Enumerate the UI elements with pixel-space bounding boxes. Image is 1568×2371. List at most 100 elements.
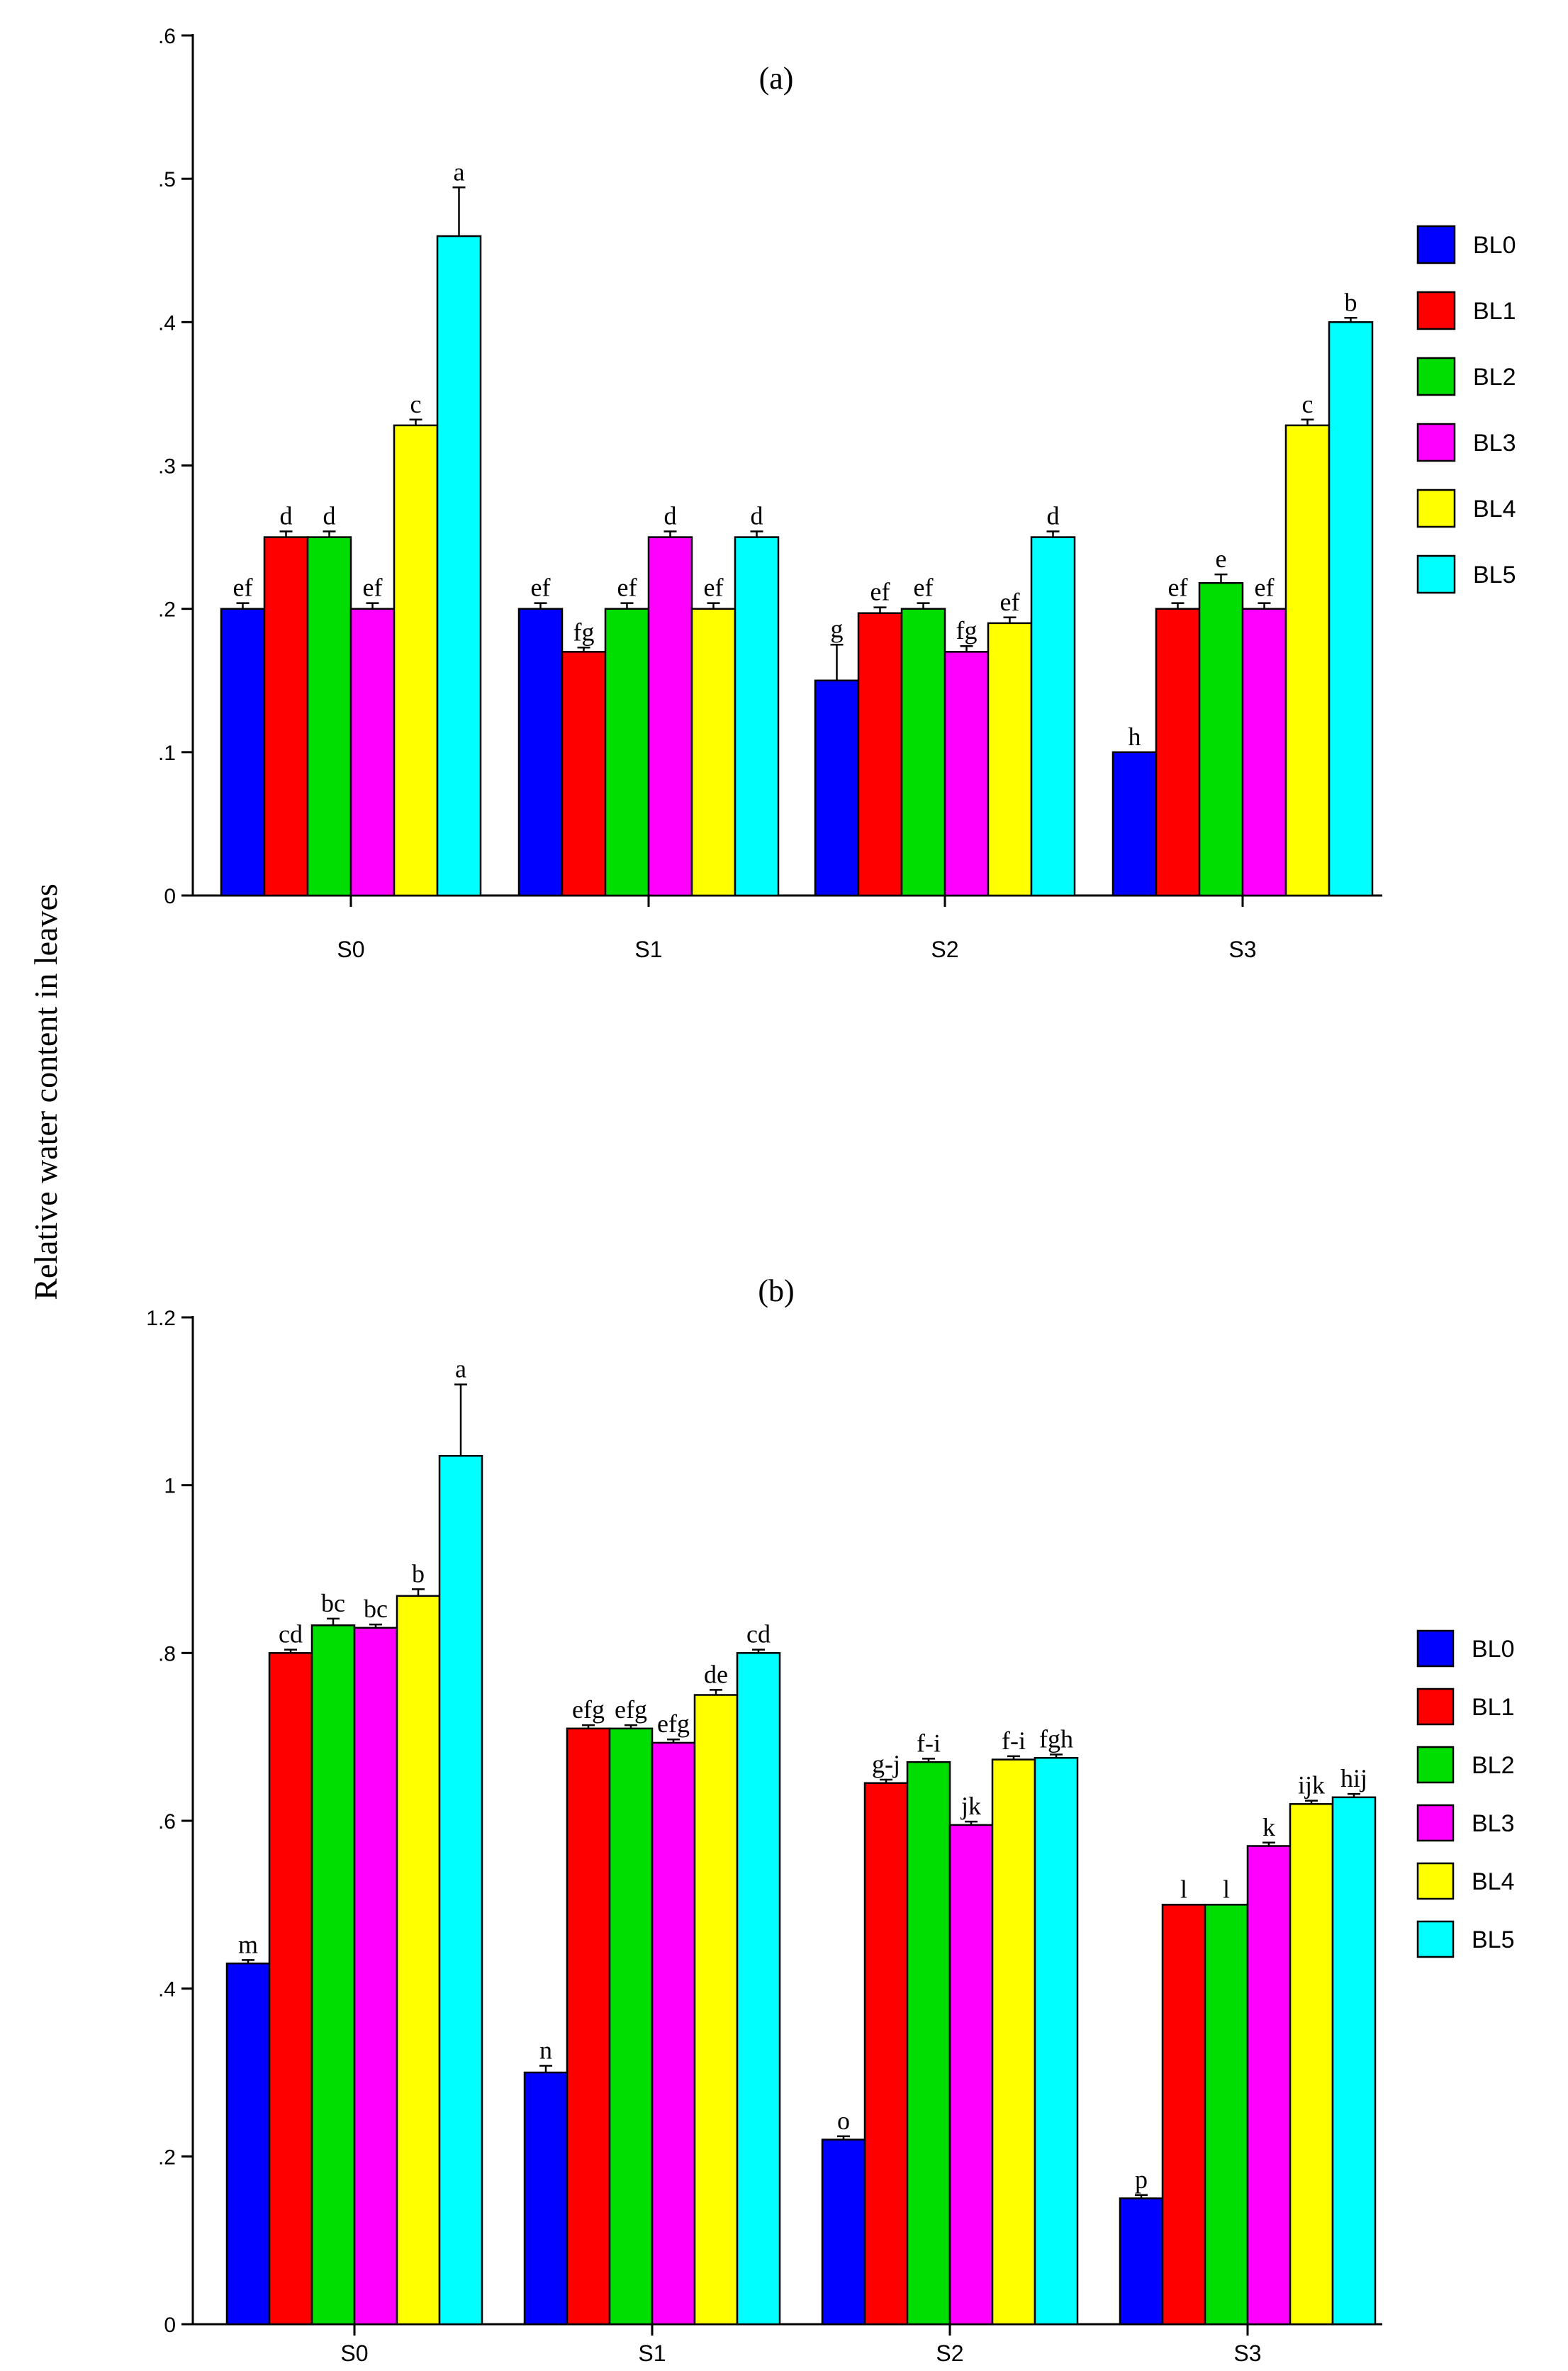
bar bbox=[1246, 1845, 1292, 2326]
bar bbox=[353, 1627, 398, 2326]
legend-swatch bbox=[1416, 1687, 1455, 1726]
legend-label: BL5 bbox=[1473, 562, 1516, 588]
bar bbox=[693, 1694, 739, 2326]
data-label: bc bbox=[321, 1589, 345, 1617]
legend-label: BL0 bbox=[1473, 232, 1516, 259]
bar bbox=[863, 1782, 909, 2326]
data-label: ef bbox=[1168, 574, 1188, 602]
bar bbox=[900, 608, 946, 897]
data-label: de bbox=[704, 1660, 728, 1688]
x-tick-label: S3 bbox=[1228, 937, 1256, 962]
bar bbox=[734, 536, 780, 897]
legend-label: BL4 bbox=[1472, 1868, 1515, 1895]
data-label: ijk bbox=[1298, 1771, 1325, 1800]
panel-title: (a) bbox=[759, 61, 794, 96]
data-label: hij bbox=[1340, 1764, 1367, 1792]
y-tick-label: .1 bbox=[158, 742, 176, 765]
bar bbox=[991, 1758, 1036, 2326]
bar bbox=[948, 1824, 994, 2326]
legend-swatch bbox=[1416, 225, 1456, 264]
legend-label: BL1 bbox=[1473, 298, 1516, 325]
bar bbox=[310, 1624, 356, 2326]
data-label: fg bbox=[573, 618, 595, 646]
bar bbox=[647, 536, 693, 897]
data-label: ef bbox=[1000, 588, 1020, 616]
bar bbox=[1284, 424, 1331, 897]
data-label: ef bbox=[233, 574, 253, 602]
bar bbox=[268, 1652, 313, 2326]
data-label: ef bbox=[617, 574, 637, 602]
bar bbox=[393, 424, 439, 897]
data-label: efg bbox=[572, 1695, 605, 1724]
data-label: d bbox=[664, 501, 677, 530]
data-label: ef bbox=[870, 578, 890, 606]
y-tick-label: .3 bbox=[158, 455, 176, 479]
bar bbox=[821, 2138, 866, 2326]
bar bbox=[306, 536, 352, 897]
legend-swatch bbox=[1416, 1920, 1455, 1958]
bar bbox=[608, 1727, 654, 2326]
x-tick-label: S3 bbox=[1233, 2341, 1261, 2366]
data-label: ef bbox=[914, 574, 934, 602]
legend-label: BL1 bbox=[1472, 1694, 1515, 1721]
legend-swatch bbox=[1416, 489, 1456, 528]
bar bbox=[396, 1595, 441, 2326]
legend-label: BL5 bbox=[1472, 1926, 1515, 1953]
y-tick-label: .4 bbox=[158, 1978, 176, 2002]
x-tick-label: S1 bbox=[634, 937, 662, 962]
bar bbox=[1111, 751, 1158, 897]
bar bbox=[1119, 2197, 1164, 2326]
legend-swatch bbox=[1416, 1804, 1455, 1842]
data-label: c bbox=[1302, 390, 1314, 418]
legend-label: BL2 bbox=[1473, 364, 1516, 391]
data-label: m bbox=[238, 1930, 258, 1958]
legend-swatch bbox=[1416, 554, 1456, 594]
bar bbox=[1289, 1803, 1334, 2326]
y-axis-title: Relative water content in leaves bbox=[28, 883, 64, 1300]
legend-label: BL3 bbox=[1473, 430, 1516, 457]
data-label: b bbox=[1345, 288, 1357, 316]
legend-swatch bbox=[1416, 423, 1456, 462]
data-label: bc bbox=[364, 1595, 388, 1623]
data-label: cd bbox=[279, 1620, 303, 1648]
data-label: h bbox=[1129, 723, 1141, 751]
bar bbox=[220, 608, 266, 897]
y-tick-label: .5 bbox=[158, 168, 176, 191]
y-tick-label: .6 bbox=[158, 1810, 176, 1834]
data-label: jk bbox=[960, 1792, 981, 1820]
y-tick-label: 0 bbox=[164, 2314, 176, 2337]
data-label: ef bbox=[1255, 574, 1275, 602]
data-label: d bbox=[751, 501, 763, 530]
legend-label: BL4 bbox=[1473, 496, 1516, 523]
data-label: o bbox=[837, 2107, 850, 2135]
bar bbox=[566, 1727, 611, 2326]
bar bbox=[604, 608, 650, 897]
legend-swatch bbox=[1416, 357, 1456, 396]
data-label: g-j bbox=[872, 1750, 900, 1778]
data-label: fgh bbox=[1039, 1725, 1073, 1753]
bar bbox=[1161, 1904, 1206, 2326]
legend-label: BL2 bbox=[1472, 1752, 1515, 1779]
y-tick-label: 1.2 bbox=[146, 1307, 176, 1330]
data-label: d bbox=[280, 501, 293, 530]
x-tick-label: S0 bbox=[340, 2341, 368, 2366]
x-tick-label: S2 bbox=[936, 2341, 963, 2366]
bar bbox=[1155, 608, 1201, 897]
y-tick-label: .2 bbox=[158, 2146, 176, 2169]
legend-label: BL0 bbox=[1472, 1636, 1515, 1663]
legend-label: BL3 bbox=[1472, 1810, 1515, 1837]
bar bbox=[943, 651, 990, 897]
x-tick-label: S0 bbox=[337, 937, 364, 962]
y-tick-label: 1 bbox=[164, 1475, 176, 1498]
bar bbox=[517, 608, 564, 897]
data-label: a bbox=[455, 1355, 466, 1383]
data-label: n bbox=[539, 2036, 552, 2065]
x-tick-label: S1 bbox=[638, 2341, 666, 2366]
bar bbox=[690, 608, 737, 897]
data-label: d bbox=[1047, 501, 1060, 530]
data-label: b bbox=[412, 1559, 425, 1588]
data-label: a bbox=[454, 157, 465, 186]
bar bbox=[1034, 1757, 1079, 2326]
data-label: d bbox=[323, 501, 336, 530]
